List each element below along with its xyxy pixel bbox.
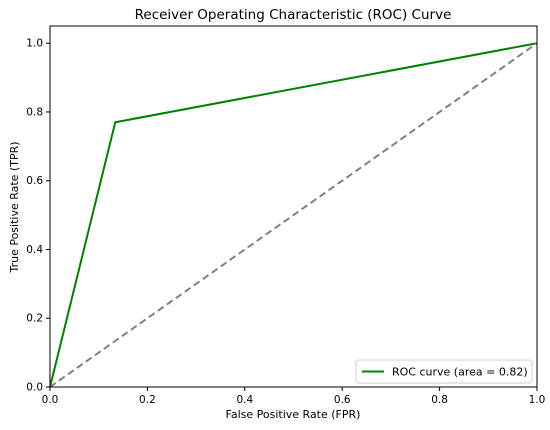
plot-area: 0.0 0.2 0.4 0.6 0.8 1.0 0.0 0.2 0.4 0.6 0.8 1.0 — [26, 25, 546, 406]
y-tick-label-3: 0.6 — [26, 175, 43, 187]
series-group — [49, 42, 538, 388]
x-axis-label: False Positive Rate (FPR) — [226, 408, 361, 421]
x-tick-label-2: 0.4 — [236, 394, 253, 406]
x-tick-label-5: 1.0 — [529, 394, 546, 406]
y-tick-label-1: 0.2 — [26, 313, 43, 325]
x-tick-label-3: 0.6 — [334, 394, 351, 406]
chart-title: Receiver Operating Characteristic (ROC) … — [135, 7, 452, 23]
y-tick-label-0: 0.0 — [26, 382, 43, 394]
axes-frame — [49, 25, 538, 388]
legend: ROC curve (area = 0.82) — [355, 359, 533, 384]
x-tick-label-4: 0.8 — [431, 394, 448, 406]
y-tick-label-5: 1.0 — [26, 38, 43, 50]
y-tick-label-2: 0.4 — [26, 244, 43, 256]
roc-curve-line — [49, 42, 538, 388]
x-tick-label-1: 0.2 — [139, 394, 156, 406]
y-tick-label-4: 0.8 — [26, 106, 43, 118]
legend-label-roc: ROC curve (area = 0.82) — [392, 366, 528, 379]
legend-box — [355, 359, 533, 384]
chance-diagonal-line — [49, 42, 538, 388]
y-axis-label: True Positive Rate (TPR) — [8, 141, 21, 273]
x-tick-label-0: 0.0 — [42, 394, 59, 406]
